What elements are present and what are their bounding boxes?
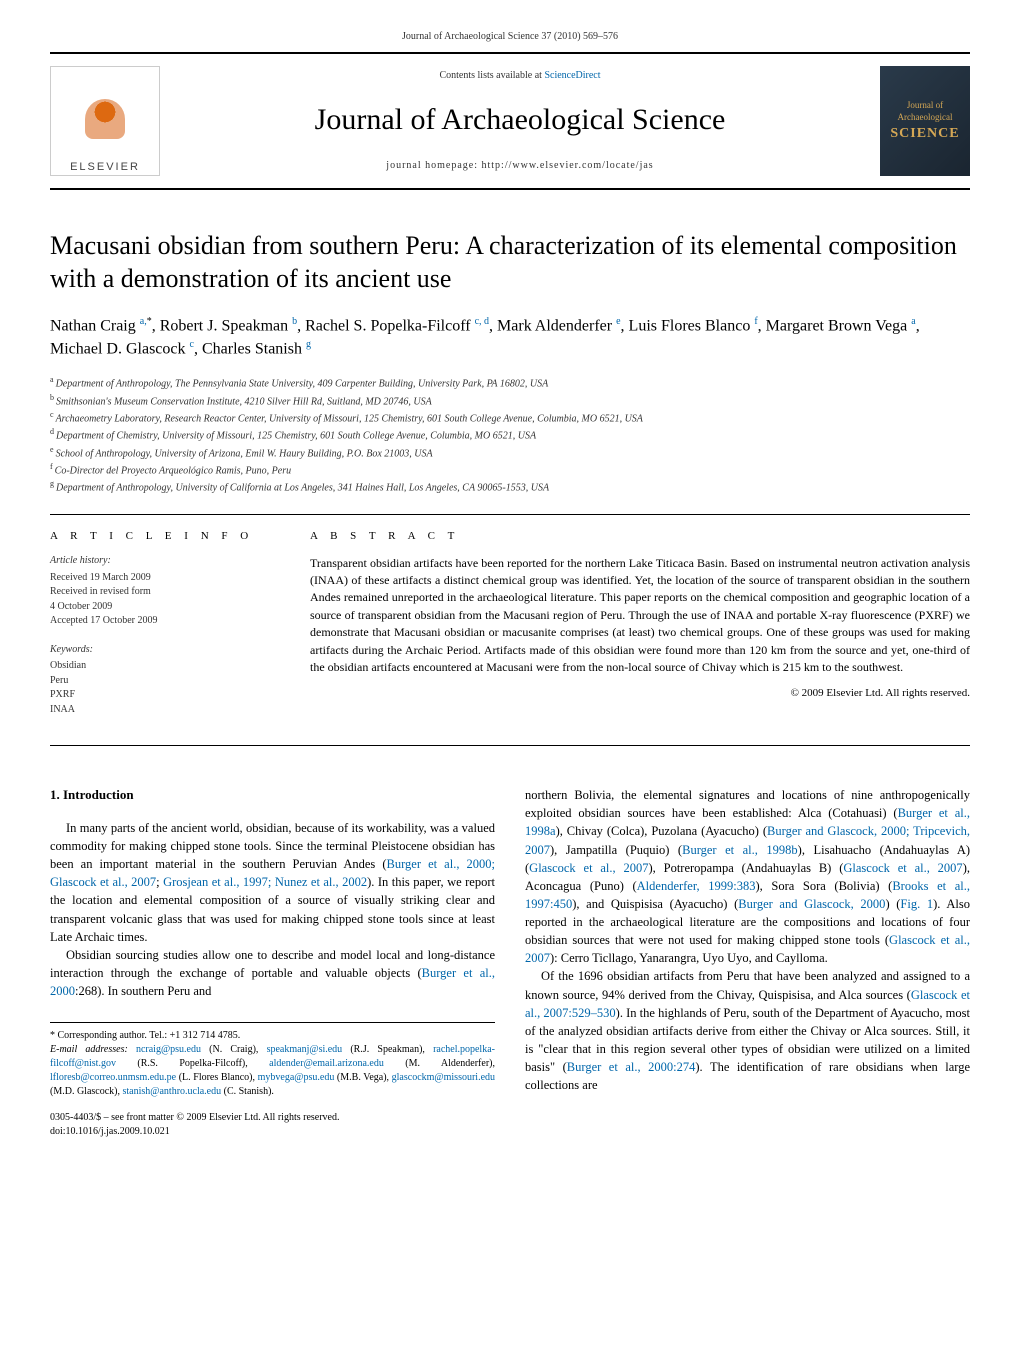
keywords: Keywords: Obsidian Peru PXRF INAA <box>50 643 280 718</box>
journal-title: Journal of Archaeological Science <box>180 99 860 141</box>
email-link[interactable]: aldender@email.arizona.edu <box>269 1058 384 1069</box>
history-label: Article history: <box>50 554 280 569</box>
citation-link[interactable]: Grosjean et al., 1997; Nunez et al., 200… <box>163 875 367 889</box>
paragraph: In many parts of the ancient world, obsi… <box>50 819 495 946</box>
email-link[interactable]: ncraig@psu.edu <box>136 1044 201 1055</box>
publisher-logo: ELSEVIER <box>50 66 160 176</box>
history-line: Received 19 March 2009 <box>50 571 280 586</box>
history-line: Accepted 17 October 2009 <box>50 614 280 629</box>
affiliation: bSmithsonian's Museum Conservation Insti… <box>50 392 970 409</box>
text-run: :268). In southern Peru and <box>75 984 211 998</box>
right-column: northern Bolivia, the elemental signatur… <box>525 786 970 1139</box>
history-line: 4 October 2009 <box>50 600 280 615</box>
email-link[interactable]: speakmanj@si.edu <box>267 1044 343 1055</box>
cover-line-2: Archaeological <box>898 111 953 124</box>
front-matter: 0305-4403/$ – see front matter © 2009 El… <box>50 1111 495 1139</box>
abstract-copyright: © 2009 Elsevier Ltd. All rights reserved… <box>310 686 970 702</box>
article-info: A R T I C L E I N F O Article history: R… <box>50 529 280 731</box>
abstract: A B S T R A C T Transparent obsidian art… <box>310 529 970 731</box>
doi-line: doi:10.1016/j.jas.2009.10.021 <box>50 1125 495 1139</box>
footnotes: * Corresponding author. Tel.: +1 312 714… <box>50 1022 495 1099</box>
banner-center: Contents lists available at ScienceDirec… <box>160 69 880 173</box>
sciencedirect-link[interactable]: ScienceDirect <box>544 70 600 81</box>
cover-line-1: Journal of <box>907 99 943 112</box>
contents-available: Contents lists available at ScienceDirec… <box>180 69 860 83</box>
affiliation: aDepartment of Anthropology, The Pennsyl… <box>50 374 970 391</box>
affiliation-list: aDepartment of Anthropology, The Pennsyl… <box>50 374 970 495</box>
keyword: PXRF <box>50 688 280 703</box>
issn-line: 0305-4403/$ – see front matter © 2009 El… <box>50 1111 495 1125</box>
affiliation: dDepartment of Chemistry, University of … <box>50 426 970 443</box>
cover-line-3: SCIENCE <box>890 124 959 144</box>
contents-prefix: Contents lists available at <box>439 70 544 81</box>
email-link[interactable]: mybvega@psu.edu <box>258 1072 335 1083</box>
journal-cover-thumb: Journal of Archaeological SCIENCE <box>880 66 970 176</box>
article-info-heading: A R T I C L E I N F O <box>50 529 280 544</box>
publisher-name: ELSEVIER <box>70 160 140 175</box>
history-line: Received in revised form <box>50 585 280 600</box>
email-addresses: E-mail addresses: ncraig@psu.edu (N. Cra… <box>50 1043 495 1099</box>
journal-homepage: journal homepage: http://www.elsevier.co… <box>180 159 860 173</box>
running-head: Journal of Archaeological Science 37 (20… <box>50 30 970 44</box>
affiliation: eSchool of Anthropology, University of A… <box>50 444 970 461</box>
affiliation: fCo-Director del Proyecto Arqueológico R… <box>50 461 970 478</box>
keyword: INAA <box>50 703 280 718</box>
author-list: Nathan Craig a,*, Robert J. Speakman b, … <box>50 315 970 360</box>
keywords-label: Keywords: <box>50 643 280 658</box>
article-title: Macusani obsidian from southern Peru: A … <box>50 230 970 295</box>
paragraph: northern Bolivia, the elemental signatur… <box>525 786 970 967</box>
emails-label: E-mail addresses: <box>50 1044 136 1055</box>
email-link[interactable]: glascockm@missouri.edu <box>392 1072 495 1083</box>
body-columns: 1. Introduction In many parts of the anc… <box>50 786 970 1139</box>
left-column: 1. Introduction In many parts of the anc… <box>50 786 495 1139</box>
paragraph: Obsidian sourcing studies allow one to d… <box>50 946 495 1000</box>
keyword: Obsidian <box>50 659 280 674</box>
abstract-text: Transparent obsidian artifacts have been… <box>310 555 970 677</box>
affiliation: gDepartment of Anthropology, University … <box>50 478 970 495</box>
abstract-heading: A B S T R A C T <box>310 529 970 545</box>
article-history: Article history: Received 19 March 2009 … <box>50 554 280 629</box>
email-link[interactable]: stanish@anthro.ucla.edu <box>122 1086 221 1097</box>
paragraph: Of the 1696 obsidian artifacts from Peru… <box>525 967 970 1094</box>
elsevier-tree-icon <box>75 94 135 154</box>
keyword: Peru <box>50 674 280 689</box>
corresponding-author: * Corresponding author. Tel.: +1 312 714… <box>50 1029 495 1043</box>
email-link[interactable]: lfloresb@correo.unmsm.edu.pe <box>50 1072 176 1083</box>
info-abstract-row: A R T I C L E I N F O Article history: R… <box>50 515 970 746</box>
affiliation: cArchaeometry Laboratory, Research React… <box>50 409 970 426</box>
journal-banner: ELSEVIER Contents lists available at Sci… <box>50 53 970 189</box>
banner-rule-bottom <box>50 189 970 190</box>
section-heading: 1. Introduction <box>50 786 495 805</box>
